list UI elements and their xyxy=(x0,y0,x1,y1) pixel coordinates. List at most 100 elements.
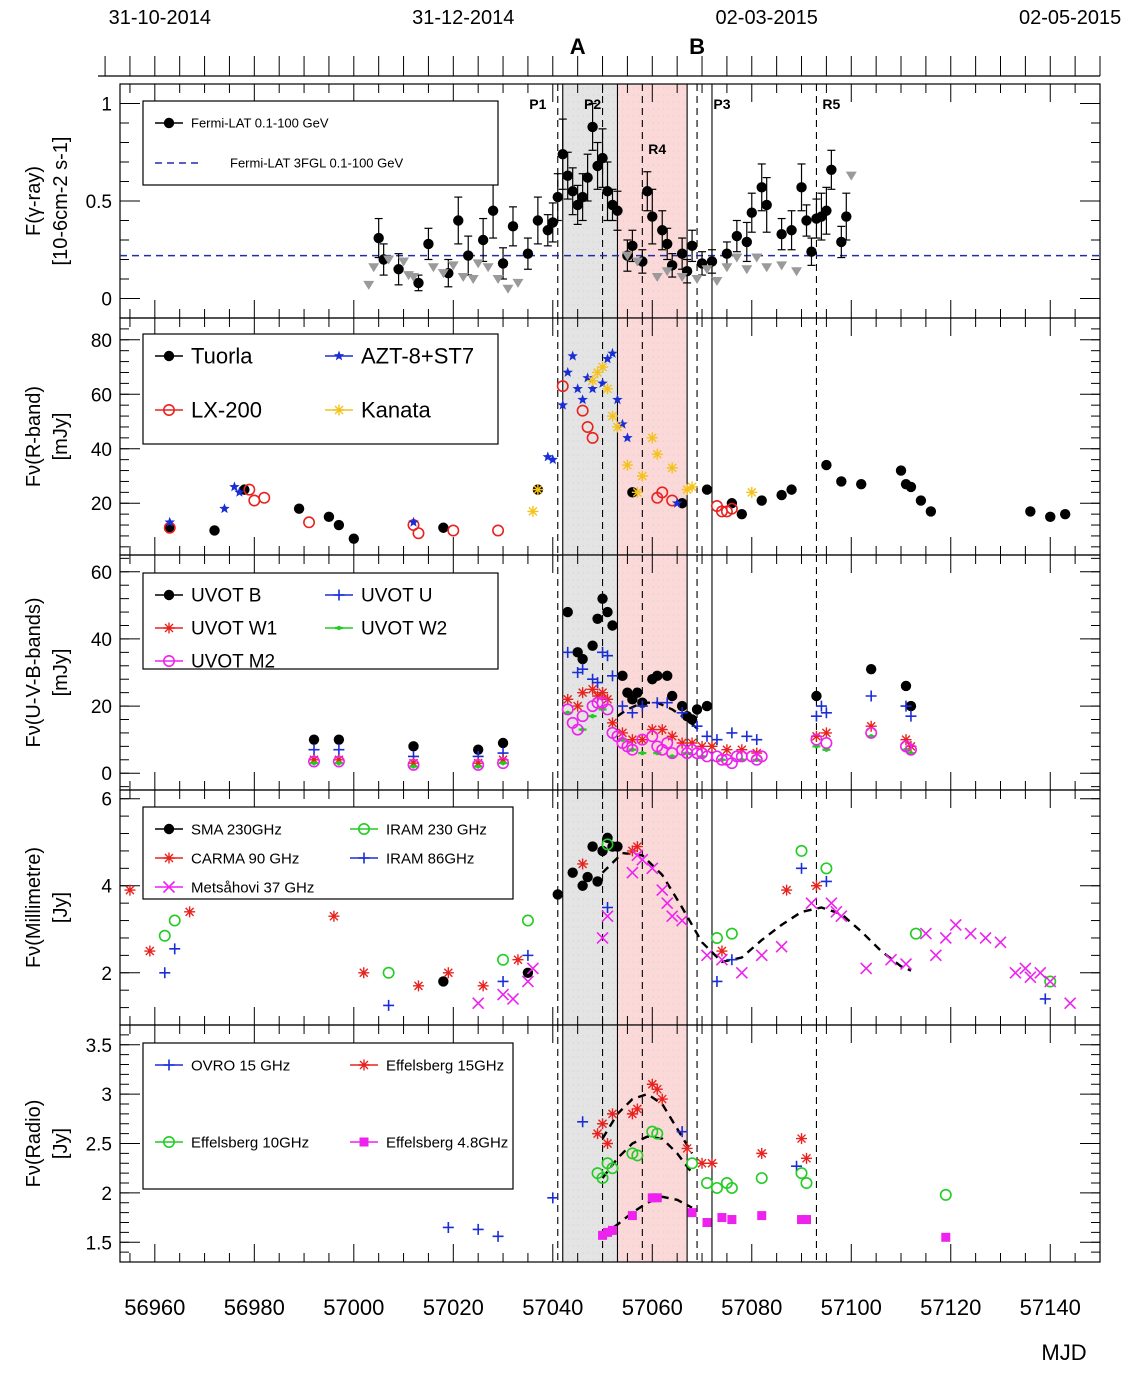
data-point xyxy=(671,497,683,508)
data-point xyxy=(567,350,578,361)
data-point xyxy=(506,992,520,1005)
data-point xyxy=(701,484,713,495)
data-point xyxy=(587,383,598,394)
data-point xyxy=(209,525,220,536)
bottom-mjd-axis: 56960 56980 57000 57020 57040 57060 57080 57100… xyxy=(124,1295,1081,1320)
data-point xyxy=(735,966,748,979)
data-point xyxy=(492,1230,504,1242)
legend-gamma: Fermi-LAT 0.1-100 GeV Fermi-LAT 3FGL 0.1-… xyxy=(142,100,499,186)
data-point xyxy=(463,250,474,261)
data-point xyxy=(311,760,317,766)
data-point xyxy=(761,199,772,211)
x-tick-label: 57060 xyxy=(622,1295,683,1320)
data-point xyxy=(427,263,439,273)
data-point xyxy=(676,248,688,259)
data-point xyxy=(919,927,932,940)
data-point xyxy=(562,646,574,658)
data-point xyxy=(248,494,261,507)
data-point xyxy=(716,945,728,957)
data-point xyxy=(358,967,370,979)
data-point xyxy=(363,280,375,290)
data-point xyxy=(587,640,598,651)
data-point xyxy=(721,248,733,259)
data-point xyxy=(755,949,768,962)
legend-marker xyxy=(162,880,176,894)
data-point xyxy=(532,215,544,226)
y-axis-label-rband: Fν(R-band) xyxy=(23,386,45,487)
data-point xyxy=(686,1157,699,1170)
data-point xyxy=(542,225,554,236)
data-point xyxy=(746,486,758,498)
data-point xyxy=(725,1181,738,1194)
legend-marker xyxy=(163,1136,176,1149)
data-point xyxy=(865,663,877,675)
data-point xyxy=(841,211,852,222)
series-effelsberg-4-8ghz xyxy=(598,1193,951,1242)
y-axis-unit-radio: [Jy] xyxy=(50,1128,72,1159)
data-point xyxy=(905,481,917,493)
annotation-R4: R4 xyxy=(648,141,666,157)
data-point xyxy=(1059,508,1071,520)
data-point xyxy=(835,910,848,923)
legend-marker xyxy=(357,822,370,835)
data-point xyxy=(915,495,927,506)
series-uvot-m2 xyxy=(308,696,917,771)
series-ovro-15-ghz xyxy=(442,1116,803,1242)
data-point xyxy=(606,1108,618,1120)
annotation-R5: R5 xyxy=(822,96,840,112)
legend-mm: SMA 230GHz IRAM 230 GHz CARMA 90 GHz IRAM 8… xyxy=(142,806,514,900)
data-point xyxy=(482,263,494,273)
data-point xyxy=(905,710,917,722)
data-point xyxy=(382,966,395,979)
data-point xyxy=(706,1157,718,1169)
series-kanata xyxy=(527,361,758,517)
data-point xyxy=(413,277,424,289)
data-point xyxy=(616,727,628,739)
data-point xyxy=(651,697,663,709)
legend-label: CARMA 90 GHz xyxy=(191,850,299,867)
data-point xyxy=(686,240,698,252)
data-point xyxy=(687,1208,697,1218)
data-point xyxy=(606,670,618,682)
data-point xyxy=(621,251,633,261)
data-point xyxy=(577,394,588,405)
legend-label: OVRO 15 GHz xyxy=(191,1057,290,1074)
data-point xyxy=(596,931,609,945)
data-point xyxy=(776,261,788,271)
data-point xyxy=(597,687,609,699)
data-point xyxy=(800,1152,812,1164)
data-point xyxy=(717,1213,727,1223)
data-point xyxy=(691,720,703,732)
data-point xyxy=(826,164,837,175)
data-point xyxy=(741,265,753,275)
data-point xyxy=(577,687,589,699)
data-point xyxy=(472,259,484,269)
data-point xyxy=(949,918,962,931)
data-point xyxy=(631,257,643,267)
data-point xyxy=(731,230,743,242)
y-tick-label: 1.5 xyxy=(86,1233,112,1254)
data-point xyxy=(781,884,793,896)
data-point xyxy=(631,486,643,498)
data-point xyxy=(168,914,181,927)
data-point xyxy=(606,717,618,729)
data-point xyxy=(666,910,679,923)
y-tick-label: 0 xyxy=(101,764,112,785)
data-point xyxy=(587,375,599,387)
data-point xyxy=(293,503,305,514)
data-point xyxy=(603,1227,613,1237)
data-point xyxy=(592,690,604,702)
data-point xyxy=(636,853,649,866)
data-point xyxy=(652,670,663,682)
data-point xyxy=(686,737,698,749)
data-point xyxy=(736,744,748,756)
data-point xyxy=(736,508,748,520)
x-tick-label: 57040 xyxy=(522,1295,583,1320)
data-point xyxy=(556,380,569,393)
data-point xyxy=(308,734,320,745)
data-point xyxy=(590,713,595,719)
x-tick-label: 57000 xyxy=(323,1295,384,1320)
data-point xyxy=(631,841,643,853)
data-point xyxy=(941,1232,951,1242)
